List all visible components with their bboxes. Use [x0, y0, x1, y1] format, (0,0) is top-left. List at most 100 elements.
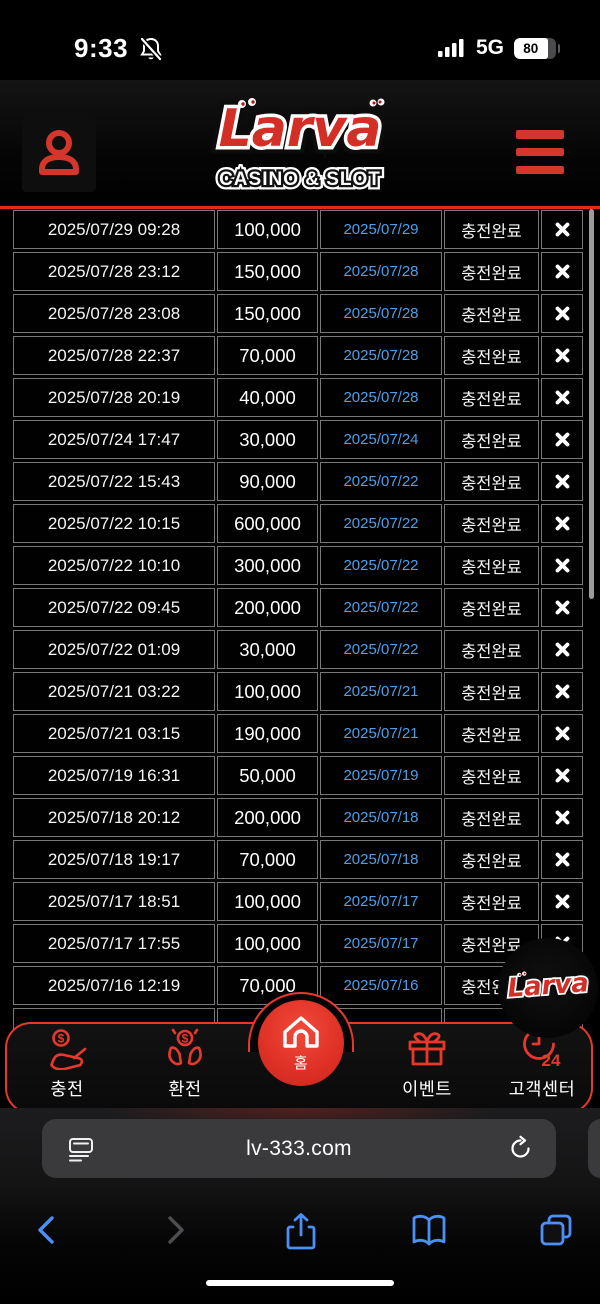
next-tab-edge[interactable] — [588, 1119, 600, 1178]
delete-row-button[interactable] — [541, 462, 583, 501]
site-logo[interactable]: Larva Larva CASINO & SLOT CASINO & SLOT — [0, 86, 600, 195]
table-row: 2025/07/17 17:55 100,000 2025/07/17 충전완료 — [13, 924, 585, 963]
nav-label: 환전 — [168, 1079, 202, 1099]
status-badge: 충전완료 — [444, 462, 539, 501]
table-row: 2025/07/16 12:19 70,000 2025/07/16 충전완료 — [13, 966, 585, 1005]
delete-row-button[interactable] — [541, 210, 583, 249]
battery-icon: 80 — [514, 37, 560, 59]
delete-row-button[interactable] — [541, 504, 583, 543]
home-indicator[interactable] — [206, 1280, 394, 1286]
delete-row-button[interactable] — [541, 336, 583, 375]
cell-date-link[interactable]: 2025/07/22 — [320, 462, 442, 501]
cell-date-link[interactable]: 2025/07/28 — [320, 336, 442, 375]
delete-row-button[interactable] — [541, 420, 583, 459]
status-badge: 충전완료 — [444, 252, 539, 291]
nav-item-event[interactable]: 이벤트 — [372, 1028, 482, 1101]
close-icon — [554, 557, 571, 574]
svg-text:CASINO & SLOT: CASINO & SLOT — [219, 169, 381, 190]
cell-date-link[interactable]: 2025/07/18 — [320, 798, 442, 837]
bookmarks-icon[interactable] — [410, 1212, 448, 1248]
home-icon — [281, 1014, 321, 1050]
close-icon — [554, 515, 571, 532]
tabs-icon[interactable] — [538, 1212, 574, 1248]
cell-date-link[interactable]: 2025/07/22 — [320, 630, 442, 669]
cell-amount: 190,000 — [217, 714, 318, 753]
cell-datetime: 2025/07/29 09:28 — [13, 210, 215, 249]
network-type: 5G — [475, 36, 504, 59]
reload-icon[interactable] — [507, 1135, 534, 1162]
battery-percent: 80 — [523, 40, 539, 56]
close-icon — [554, 893, 571, 910]
table-row: 2025/07/22 10:15 600,000 2025/07/22 충전완료 — [13, 504, 585, 543]
status-badge: 충전완료 — [444, 504, 539, 543]
reader-icon[interactable] — [68, 1136, 94, 1162]
cell-date-link[interactable]: 2025/07/28 — [320, 252, 442, 291]
status-badge: 충전완료 — [444, 882, 539, 921]
forward-icon[interactable] — [160, 1212, 190, 1248]
cell-date-link[interactable]: 2025/07/28 — [320, 378, 442, 417]
cell-date-link[interactable]: 2025/07/16 — [320, 966, 442, 1005]
delete-row-button[interactable] — [541, 294, 583, 333]
cell-date-link[interactable]: 2025/07/22 — [320, 546, 442, 585]
nav-item-deposit[interactable]: $ 충전 — [12, 1028, 122, 1101]
cell-amount: 150,000 — [217, 294, 318, 333]
svg-text:$: $ — [58, 1032, 65, 1046]
cell-amount: 100,000 — [217, 882, 318, 921]
delete-row-button[interactable] — [541, 252, 583, 291]
cell-date-link[interactable]: 2025/07/22 — [320, 504, 442, 543]
scrollbar-thumb[interactable] — [589, 209, 594, 599]
cell-datetime: 2025/07/22 09:45 — [13, 588, 215, 627]
delete-row-button[interactable] — [541, 672, 583, 711]
share-icon[interactable] — [284, 1212, 318, 1252]
delete-row-button[interactable] — [541, 756, 583, 795]
cell-amount: 50,000 — [217, 756, 318, 795]
table-row: 2025/07/24 17:47 30,000 2025/07/24 충전완료 — [13, 420, 585, 459]
cell-amount: 300,000 — [217, 546, 318, 585]
cell-date-link[interactable]: 2025/07/22 — [320, 588, 442, 627]
delete-row-button[interactable] — [541, 882, 583, 921]
cell-date-link[interactable]: 2025/07/24 — [320, 420, 442, 459]
delete-row-button[interactable] — [541, 630, 583, 669]
cell-datetime: 2025/07/22 10:10 — [13, 546, 215, 585]
svg-text:Larva: Larva — [219, 99, 382, 159]
address-bar[interactable]: lv-333.com — [42, 1119, 556, 1178]
profile-button[interactable] — [22, 114, 96, 192]
delete-row-button[interactable] — [541, 546, 583, 585]
table-row: 2025/07/29 09:28 100,000 2025/07/29 충전완료 — [13, 210, 585, 249]
url-text: lv-333.com — [246, 1136, 352, 1160]
cell-date-link[interactable]: 2025/07/21 — [320, 672, 442, 711]
cell-date-link[interactable]: 2025/07/19 — [320, 756, 442, 795]
status-badge: 충전완료 — [444, 672, 539, 711]
cell-date-link[interactable]: 2025/07/17 — [320, 924, 442, 963]
table-row: 2025/07/28 23:08 150,000 2025/07/28 충전완료 — [13, 294, 585, 333]
delete-row-button[interactable] — [541, 378, 583, 417]
cell-datetime: 2025/07/21 03:15 — [13, 714, 215, 753]
cell-date-link[interactable]: 2025/07/21 — [320, 714, 442, 753]
table-row: 2025/07/17 18:51 100,000 2025/07/17 충전완료 — [13, 882, 585, 921]
cell-amount: 200,000 — [217, 588, 318, 627]
floating-larva-badge[interactable]: Larva Larva — [498, 938, 598, 1038]
cell-date-link[interactable]: 2025/07/17 — [320, 882, 442, 921]
bottom-nav: $ 충전 $ 환전 홈 — [5, 992, 593, 1114]
delete-row-button[interactable] — [541, 588, 583, 627]
status-badge: 충전완료 — [444, 336, 539, 375]
delete-row-button[interactable] — [541, 798, 583, 837]
cell-amount: 100,000 — [217, 924, 318, 963]
back-icon[interactable] — [32, 1212, 62, 1248]
cell-datetime: 2025/07/24 17:47 — [13, 420, 215, 459]
nav-item-support[interactable]: 24 고객센터 — [487, 1026, 597, 1101]
cell-date-link[interactable]: 2025/07/28 — [320, 294, 442, 333]
clock: 9:33 — [74, 33, 129, 63]
hamburger-menu-icon[interactable] — [516, 130, 564, 174]
cell-date-link[interactable]: 2025/07/18 — [320, 840, 442, 879]
site-header: Larva Larva CASINO & SLOT CASINO & SLOT — [0, 80, 600, 206]
delete-row-button[interactable] — [541, 840, 583, 879]
delete-row-button[interactable] — [541, 714, 583, 753]
cell-datetime: 2025/07/17 18:51 — [13, 882, 215, 921]
table-row: 2025/07/22 09:45 200,000 2025/07/22 충전완료 — [13, 588, 585, 627]
cell-datetime: 2025/07/18 20:12 — [13, 798, 215, 837]
header-divider — [0, 206, 600, 209]
nav-item-home[interactable]: 홈 — [258, 1000, 344, 1086]
cell-date-link[interactable]: 2025/07/29 — [320, 210, 442, 249]
nav-item-exchange[interactable]: $ 환전 — [130, 1028, 240, 1101]
